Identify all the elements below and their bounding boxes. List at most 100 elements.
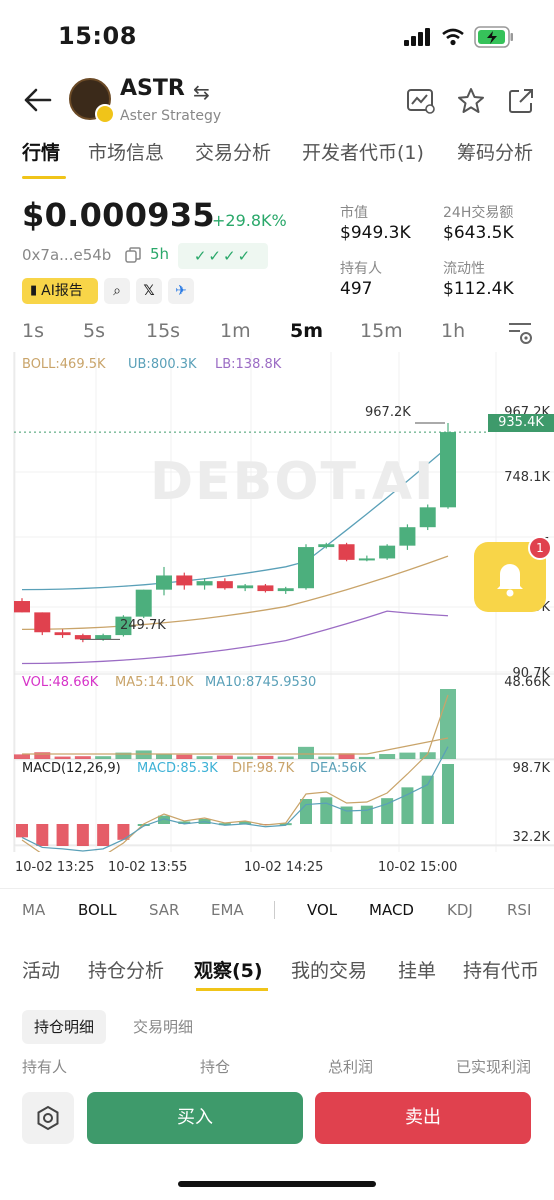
tab-trade-analysis[interactable]: 交易分析 <box>195 142 272 164</box>
volume-bar <box>14 754 30 759</box>
ai-report-button[interactable]: ▮ AI报告 <box>22 278 98 304</box>
volume-bar <box>237 756 254 759</box>
volume-bar <box>176 754 193 759</box>
buy-button[interactable]: 买入 <box>87 1092 303 1144</box>
boll-upper-line <box>21 446 449 591</box>
volume-value: $643.5K <box>443 223 514 243</box>
col-realized-profit[interactable]: 已实现利润 <box>456 1058 532 1076</box>
volume-bar <box>257 755 274 759</box>
tab-orders[interactable]: 挂单 <box>398 960 437 982</box>
macd-bar <box>239 821 252 824</box>
sell-button[interactable]: 卖出 <box>315 1092 531 1144</box>
volume-bar <box>74 756 91 759</box>
axis-macd-top: 98.7K <box>512 761 550 776</box>
tab-held-tokens[interactable]: 持有代币 <box>463 960 540 982</box>
wifi-icon <box>442 28 464 46</box>
volume-bar <box>379 754 396 759</box>
tab-watch[interactable]: 观察(5) <box>194 960 263 982</box>
indicator-selector: MA BOLL SAR EMA VOL MACD KDJ RSI <box>0 888 554 929</box>
trade-settings-button[interactable] <box>22 1092 74 1144</box>
price-change: +29.8K% <box>212 211 287 230</box>
interval-15s[interactable]: 15s <box>146 320 181 342</box>
axis-macd-low: 32.2K <box>512 830 550 845</box>
interval-15m[interactable]: 15m <box>360 320 403 342</box>
watch-chart-icon[interactable] <box>406 86 436 116</box>
interval-1m[interactable]: 1m <box>220 320 251 342</box>
interval-1h[interactable]: 1h <box>441 320 466 342</box>
candle-body <box>14 601 30 613</box>
macd-bar <box>421 775 434 824</box>
segment-holdings[interactable]: 持仓明细 <box>22 1010 107 1044</box>
price-chart[interactable] <box>0 352 554 852</box>
tab-market-info[interactable]: 市场信息 <box>88 142 165 164</box>
copy-icon[interactable] <box>125 247 141 263</box>
macd-bar <box>36 824 49 846</box>
market-cap-value: $949.3K <box>340 223 411 243</box>
tab-dev-tokens[interactable]: 开发者代币(1) <box>302 142 424 164</box>
tab-my-trades[interactable]: 我的交易 <box>291 960 368 982</box>
volume-bar <box>34 752 51 759</box>
token-symbol: ASTR <box>120 76 185 101</box>
macd-bar <box>279 823 292 826</box>
indicator-macd[interactable]: MACD <box>369 901 414 919</box>
candle-body <box>95 635 112 640</box>
chart-settings-icon[interactable] <box>506 320 534 346</box>
token-price: $0.000935 <box>22 196 215 234</box>
status-icons <box>404 26 514 48</box>
interval-5m[interactable]: 5m <box>290 320 324 342</box>
telegram-icon[interactable]: ✈ <box>168 278 194 304</box>
interval-1s[interactable]: 1s <box>22 320 44 342</box>
indicator-boll[interactable]: BOLL <box>78 901 117 919</box>
candle-body <box>196 581 213 586</box>
volume-bar <box>419 752 436 759</box>
indicator-divider <box>274 901 275 919</box>
battery-icon <box>474 26 513 48</box>
candle-body <box>115 616 132 636</box>
indicator-sar[interactable]: SAR <box>149 901 180 919</box>
high-marker: 967.2K <box>365 405 411 420</box>
report-icon: ▮ <box>30 283 38 298</box>
segment-trades[interactable]: 交易明细 <box>133 1018 194 1036</box>
indicator-vol[interactable]: VOL <box>307 901 338 919</box>
volume-bar <box>216 755 233 759</box>
tab-holding-analysis[interactable]: 持仓分析 <box>88 960 165 982</box>
candle-body <box>257 585 274 592</box>
indicator-rsi[interactable]: RSI <box>507 901 532 919</box>
token-age: 5h <box>150 245 170 263</box>
tab-chips[interactable]: 筹码分析 <box>457 142 534 164</box>
ma5-legend: MA5:14.10K <box>115 675 194 690</box>
macd-bar <box>76 824 89 846</box>
search-icon[interactable]: ⌕ <box>104 278 130 304</box>
tab-activity[interactable]: 活动 <box>22 960 61 982</box>
swap-icon[interactable]: ⇆ <box>193 80 210 104</box>
security-checks[interactable]: ✓✓✓✓ <box>178 243 268 269</box>
axis-price-1: 748.1K <box>504 470 550 485</box>
col-holder[interactable]: 持有人 <box>22 1058 68 1076</box>
macd-bar <box>218 823 231 826</box>
macd-bar <box>300 799 312 824</box>
liquidity-label: 流动性 <box>443 261 485 277</box>
candle-body <box>419 507 436 528</box>
back-arrow-icon[interactable] <box>22 84 54 116</box>
macd-bar <box>178 821 191 824</box>
volume-bar <box>135 750 152 759</box>
macd-bar <box>56 824 69 846</box>
indicator-ma[interactable]: MA <box>22 901 46 919</box>
indicator-ema[interactable]: EMA <box>211 901 244 919</box>
candle-body <box>156 575 172 590</box>
x-social-icon[interactable]: 𝕏 <box>136 278 162 304</box>
ai-report-label: AI报告 <box>41 283 83 299</box>
share-icon[interactable] <box>506 86 536 116</box>
candle-body <box>135 589 152 617</box>
tab-market[interactable]: 行情 <box>22 142 61 164</box>
col-holding[interactable]: 持仓 <box>200 1058 231 1076</box>
macd-bar <box>16 824 28 838</box>
macd-bar <box>320 797 333 824</box>
indicator-kdj[interactable]: KDJ <box>447 901 473 919</box>
boll-mid-line <box>21 555 449 631</box>
interval-5s[interactable]: 5s <box>83 320 105 342</box>
star-icon[interactable] <box>456 86 486 116</box>
candle-body <box>237 585 254 589</box>
col-total-profit[interactable]: 总利润 <box>328 1058 374 1076</box>
low-marker: 249.7K <box>120 618 166 633</box>
